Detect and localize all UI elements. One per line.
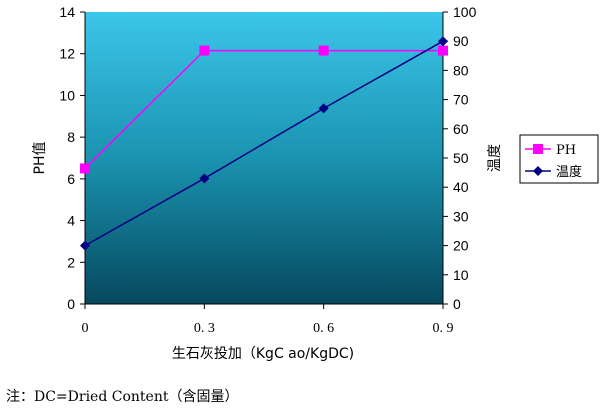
y-right-tick-label: 0 bbox=[453, 296, 461, 312]
y-axis-left-label: PH值 bbox=[32, 142, 48, 175]
y-right-tick-label: 50 bbox=[453, 150, 469, 166]
plot-area bbox=[85, 12, 443, 304]
legend-ph-marker bbox=[533, 144, 543, 154]
series-line-ph bbox=[84, 49, 443, 169]
temperature-data-point bbox=[438, 36, 448, 47]
footnote: 注：DC=Dried Content（含固量） bbox=[6, 389, 239, 405]
y-right-tick-label: 90 bbox=[453, 33, 469, 49]
y-left-tick-label: 0 bbox=[67, 296, 75, 312]
ph-data-point bbox=[199, 45, 210, 56]
y-right-tick-label: 30 bbox=[453, 208, 469, 224]
y-left-tick-label: 4 bbox=[67, 213, 75, 229]
temperature-data-point bbox=[80, 240, 90, 251]
y-right-tick-label: 60 bbox=[453, 121, 469, 137]
y-right-tick-label: 20 bbox=[453, 238, 469, 254]
ph-data-point bbox=[438, 45, 448, 56]
ph-data-point bbox=[318, 45, 329, 56]
y-left-tick-label: 8 bbox=[67, 129, 75, 145]
legend-ph-label: PH bbox=[556, 143, 576, 158]
y-left-tick-label: 12 bbox=[59, 46, 75, 62]
ph-data-point bbox=[80, 163, 90, 174]
y-right-tick-label: 40 bbox=[453, 179, 469, 195]
y-right-tick-label: 80 bbox=[453, 62, 469, 78]
series-line-temperature bbox=[84, 40, 444, 247]
y-axis-right-label: 温度 bbox=[487, 144, 503, 172]
y-left-tick-label: 6 bbox=[67, 171, 75, 187]
legend-temp-marker bbox=[533, 166, 543, 176]
y-left-tick-label: 14 bbox=[59, 4, 75, 20]
y-left-tick-label: 2 bbox=[67, 254, 75, 270]
temperature-data-point bbox=[199, 173, 210, 184]
x-axis-label: 生石灰投加（KgC ao/KgDC) bbox=[172, 346, 354, 362]
x-tick-label: 0 bbox=[82, 321, 89, 336]
y-right-tick-label: 70 bbox=[453, 92, 469, 108]
y-right-tick-label: 100 bbox=[453, 4, 477, 20]
legend-temp-label: 温度 bbox=[556, 164, 582, 180]
x-tick-label: 0. 3 bbox=[194, 321, 215, 336]
y-right-tick-label: 10 bbox=[453, 267, 469, 283]
x-tick-label: 0. 6 bbox=[313, 321, 334, 336]
y-left-tick-label: 10 bbox=[59, 87, 75, 103]
x-tick-label: 0. 9 bbox=[433, 321, 454, 336]
legend-box bbox=[519, 134, 599, 184]
legend: PH 温度 bbox=[519, 134, 599, 184]
temperature-data-point bbox=[318, 103, 329, 114]
